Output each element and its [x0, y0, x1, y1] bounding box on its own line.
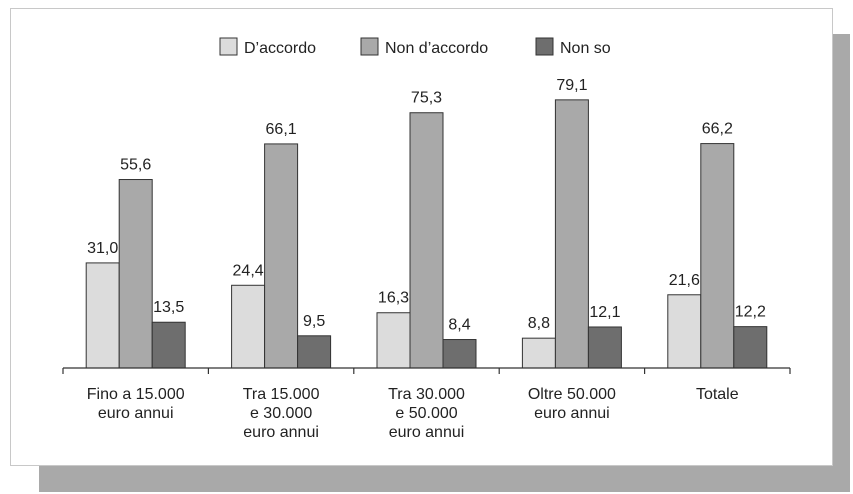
bar-2-3 — [297, 335, 332, 369]
legend-swatch-3 — [535, 37, 554, 56]
bar-4-1 — [521, 337, 556, 369]
value-label-2-1: 24,4 — [233, 262, 264, 279]
value-label-2-2: 66,1 — [266, 121, 297, 138]
legend-swatch-1 — [219, 37, 238, 56]
value-label-3-2: 75,3 — [411, 90, 442, 107]
category-label-1-line-2: euro annui — [98, 405, 174, 422]
value-labels: 31,0 55,6 13,5 24,4 66,1 9,5 16,3 75,3 8,4 8,8 79,… — [87, 77, 766, 334]
category-label-3-line-3: euro annui — [389, 424, 465, 441]
legend-label-2: Non d’accordo — [385, 40, 488, 57]
bar-1-2 — [118, 179, 153, 369]
value-label-5-1: 21,6 — [669, 272, 700, 289]
category-label-3-line-1: Tra 30.000 — [388, 386, 465, 403]
bar-2-1 — [231, 284, 266, 369]
value-label-2-3: 9,5 — [303, 313, 325, 330]
category-label-2-line-1: Tra 15.000 — [243, 386, 320, 403]
category-labels: Fino a 15.000 euro annui Tra 15.000 e 30.00… — [87, 386, 739, 441]
legend-label-3: Non so — [560, 40, 611, 57]
value-label-1-2: 55,6 — [120, 157, 151, 174]
value-label-4-3: 12,1 — [589, 304, 620, 321]
value-label-3-3: 8,4 — [448, 317, 470, 334]
bar-2-2 — [264, 143, 299, 369]
category-label-2-line-3: euro annui — [243, 424, 319, 441]
bar-3-2 — [409, 112, 444, 369]
value-label-5-2: 66,2 — [702, 121, 733, 138]
value-label-4-1: 8,8 — [528, 315, 550, 332]
category-label-1-line-1: Fino a 15.000 — [87, 386, 185, 403]
value-label-4-2: 79,1 — [556, 77, 587, 94]
x-ticks — [62, 368, 791, 374]
value-label-1-3: 13,5 — [153, 299, 184, 316]
bar-5-2 — [700, 143, 735, 369]
bar-3-3 — [442, 339, 477, 369]
legend-label-1: D’accordo — [244, 40, 316, 57]
category-label-5-line-1: Totale — [696, 386, 739, 403]
bars — [85, 99, 768, 369]
bar-1-3 — [151, 321, 186, 369]
bar-5-1 — [667, 294, 702, 369]
bar-5-3 — [733, 326, 768, 369]
category-label-4-line-2: euro annui — [534, 405, 610, 422]
legend: D’accordo Non d’accordo Non so — [219, 37, 611, 57]
value-label-3-1: 16,3 — [378, 290, 409, 307]
category-label-4-line-1: Oltre 50.000 — [528, 386, 616, 403]
value-label-1-1: 31,0 — [87, 240, 118, 257]
legend-swatch-2 — [360, 37, 379, 56]
bar-4-2 — [554, 99, 589, 369]
bar-1-1 — [85, 262, 120, 369]
bar-3-1 — [376, 312, 411, 369]
value-label-5-3: 12,2 — [735, 304, 766, 321]
bar-4-3 — [587, 326, 622, 369]
category-label-2-line-2: e 30.000 — [250, 405, 312, 422]
category-label-3-line-2: e 50.000 — [395, 405, 457, 422]
